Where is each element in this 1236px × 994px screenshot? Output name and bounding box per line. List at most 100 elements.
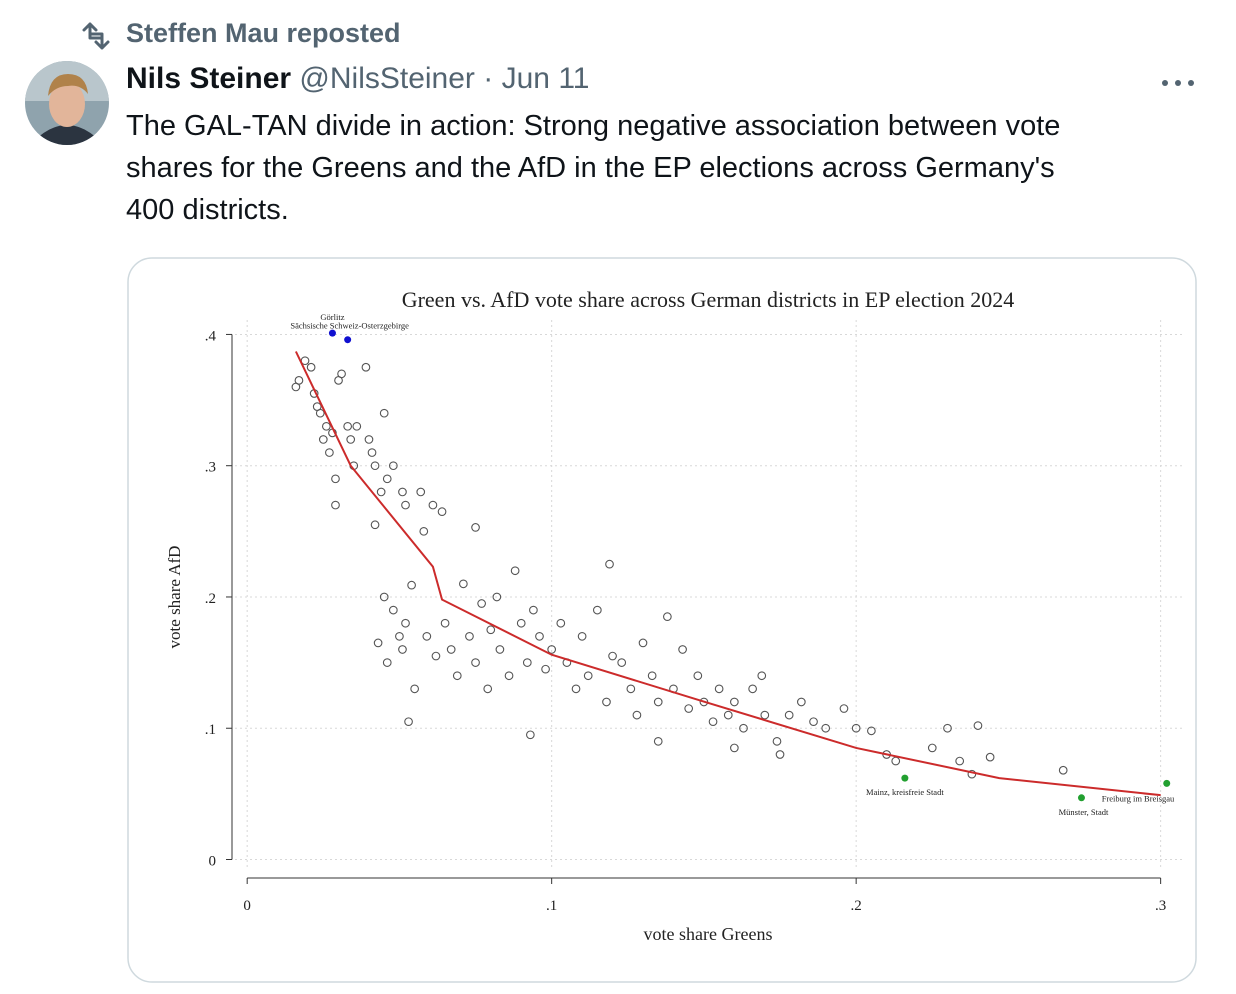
scatter-point xyxy=(891,756,901,766)
scatter-point xyxy=(483,684,493,694)
scatter-point xyxy=(367,448,377,457)
scatter-point xyxy=(446,645,456,654)
scatter-point xyxy=(352,421,362,431)
scatter-point xyxy=(321,421,331,431)
x-axis-label: vote share Greens xyxy=(644,924,773,944)
scatter-point xyxy=(440,618,450,628)
scatter-point xyxy=(632,710,642,720)
highlight-point xyxy=(901,774,909,782)
scatter-point xyxy=(318,435,328,444)
scatter-point xyxy=(739,723,748,733)
scatter-point xyxy=(973,721,983,730)
scatter-point xyxy=(516,618,526,628)
scatter-point xyxy=(529,605,538,615)
scatter-point xyxy=(401,500,410,510)
scatter-point xyxy=(382,658,392,667)
scatter-point xyxy=(653,697,663,707)
scatter-point xyxy=(985,752,995,762)
avatar[interactable] xyxy=(25,61,109,145)
scatter-point xyxy=(510,566,520,576)
date[interactable]: Jun 11 xyxy=(501,62,590,95)
scatter-point xyxy=(583,671,593,681)
scatter-point xyxy=(809,717,818,727)
tweet-text: The GAL-TAN divide in action: Strong neg… xyxy=(126,110,1061,142)
author-handle[interactable]: @NilsSteiner xyxy=(299,62,475,95)
scatter-point xyxy=(477,599,486,608)
scatter-point xyxy=(571,684,581,694)
scatter-point xyxy=(361,362,371,372)
scatter-point xyxy=(395,631,404,641)
scatter-point xyxy=(404,717,413,727)
scatter-point xyxy=(331,500,340,510)
repost-icon xyxy=(82,22,110,50)
scatter-point xyxy=(796,697,806,707)
scatter-point xyxy=(364,435,374,444)
scatter-point xyxy=(388,461,398,471)
scatter-point xyxy=(784,710,794,720)
scatter-point xyxy=(522,658,532,667)
scatter-point xyxy=(325,448,334,457)
more-button[interactable] xyxy=(1162,80,1194,86)
scatter-point xyxy=(495,645,505,654)
scatter-point xyxy=(955,756,965,766)
scatter-point xyxy=(547,645,557,654)
scatter-point xyxy=(315,408,325,418)
scatter-point xyxy=(465,631,474,641)
point-label: Münster, Stadt xyxy=(1059,807,1109,817)
scatter-point xyxy=(626,684,636,694)
scatter-point xyxy=(967,769,977,779)
scatter-point xyxy=(678,645,687,654)
highlight-point xyxy=(328,329,336,337)
point-label: Görlitz xyxy=(320,312,344,322)
scatter-point xyxy=(419,526,429,536)
y-tick-label: .4 xyxy=(205,328,217,344)
scatter-point xyxy=(376,487,386,497)
scatter-point xyxy=(775,750,785,759)
scatter-point xyxy=(839,704,849,713)
author-name[interactable]: Nils Steiner xyxy=(126,62,292,95)
tweet-text: shares for the Greens and the AfD in the… xyxy=(126,152,1055,184)
scatter-point xyxy=(379,408,389,418)
scatter-point xyxy=(663,612,672,622)
scatter-point xyxy=(541,664,550,674)
scatter-point xyxy=(927,743,937,753)
scatter-point xyxy=(459,579,468,589)
highlight-point xyxy=(344,336,352,344)
point-label: Sächsische Schweiz-Osterzgebirge xyxy=(290,321,409,331)
highlight-point xyxy=(1077,794,1085,802)
scatter-point xyxy=(291,382,301,392)
scatter-point xyxy=(748,684,757,694)
scatter-point xyxy=(398,487,407,497)
scatter-point xyxy=(943,723,952,733)
repost-label: Steffen Mau reposted xyxy=(126,18,401,48)
scatter-point xyxy=(602,697,611,707)
tweet-text: 400 districts. xyxy=(126,194,289,226)
chart-title: Green vs. AfD vote share across German d… xyxy=(402,287,1015,312)
scatter-point xyxy=(370,520,380,530)
scatter-point xyxy=(723,710,733,720)
media-card[interactable] xyxy=(127,257,1197,983)
separator: · xyxy=(483,62,494,95)
scatter-point xyxy=(337,369,346,379)
scatter-point xyxy=(693,671,703,681)
scatter-point xyxy=(471,523,480,532)
x-tick-label: .1 xyxy=(546,898,557,914)
scatter-point xyxy=(608,651,617,661)
scatter-point xyxy=(306,362,316,372)
scatter-point xyxy=(504,671,514,681)
x-tick-label: .2 xyxy=(851,898,862,914)
scatter-point xyxy=(398,645,407,654)
scatter-point xyxy=(407,580,416,590)
scatter-point xyxy=(730,697,739,707)
scatter-point xyxy=(605,559,614,569)
point-label: Mainz, kreisfreie Stadt xyxy=(866,787,944,797)
scatter-point xyxy=(592,605,602,615)
fit-line xyxy=(294,351,1161,797)
scatter-point xyxy=(760,710,770,720)
y-tick-label: .1 xyxy=(205,722,216,738)
scatter-point xyxy=(343,421,353,431)
highlight-point xyxy=(1163,779,1171,787)
scatter-point xyxy=(401,618,410,628)
